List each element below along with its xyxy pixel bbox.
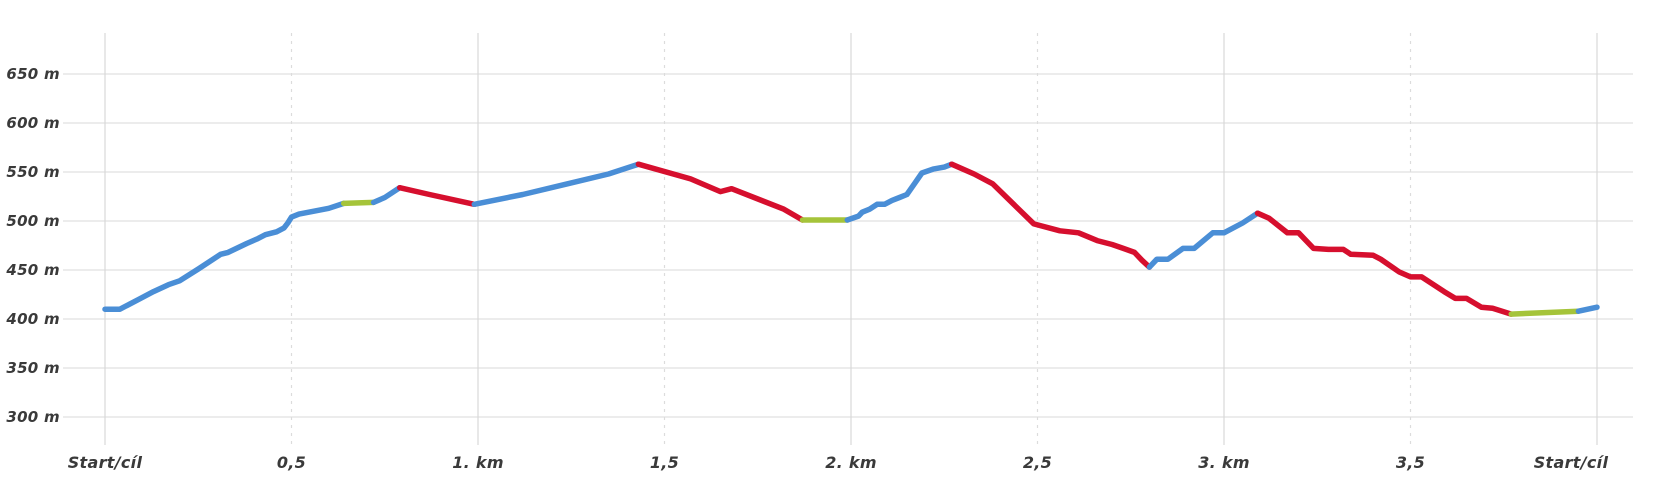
profile-segment-ascent[interactable] xyxy=(102,200,347,312)
profile-segment-ascent[interactable] xyxy=(370,184,403,206)
y-tick-label: 600 m xyxy=(6,114,60,132)
x-tick-label: 1. km xyxy=(452,453,504,472)
y-tick-label: 500 m xyxy=(6,212,60,230)
profile-segment-flat[interactable] xyxy=(340,199,377,207)
x-tick-label: 2,5 xyxy=(1023,453,1052,472)
x-tick-label: 0,5 xyxy=(277,453,306,472)
profile-segment-descent[interactable] xyxy=(635,161,806,223)
y-tick-label: 350 m xyxy=(6,359,60,377)
x-tick-label: 3,5 xyxy=(1396,453,1425,472)
y-tick-label: 300 m xyxy=(6,408,60,426)
profile-segment-descent[interactable] xyxy=(948,161,1153,270)
x-tick-label: Start/cíl xyxy=(68,453,143,472)
profile-segment-descent[interactable] xyxy=(396,184,478,208)
y-tick-label: 400 m xyxy=(5,310,60,328)
y-tick-label: 450 m xyxy=(5,261,60,279)
profile-segment-ascent[interactable] xyxy=(471,161,642,208)
x-tick-label: Start/cíl xyxy=(1534,453,1609,472)
x-tick-label: 1,5 xyxy=(650,453,679,472)
x-tick-label: 2. km xyxy=(825,453,877,472)
profile-segment-ascent[interactable] xyxy=(1575,304,1600,314)
profile-segment-flat[interactable] xyxy=(1508,308,1582,317)
elevation-line[interactable] xyxy=(102,161,1600,317)
profile-segment-ascent[interactable] xyxy=(1146,210,1261,270)
profile-segment-ascent[interactable] xyxy=(844,161,955,223)
y-tick-label: 550 m xyxy=(6,163,60,181)
y-tick-label: 650 m xyxy=(6,65,60,83)
profile-segment-descent[interactable] xyxy=(1254,210,1514,317)
x-tick-label: 3. km xyxy=(1198,453,1250,472)
